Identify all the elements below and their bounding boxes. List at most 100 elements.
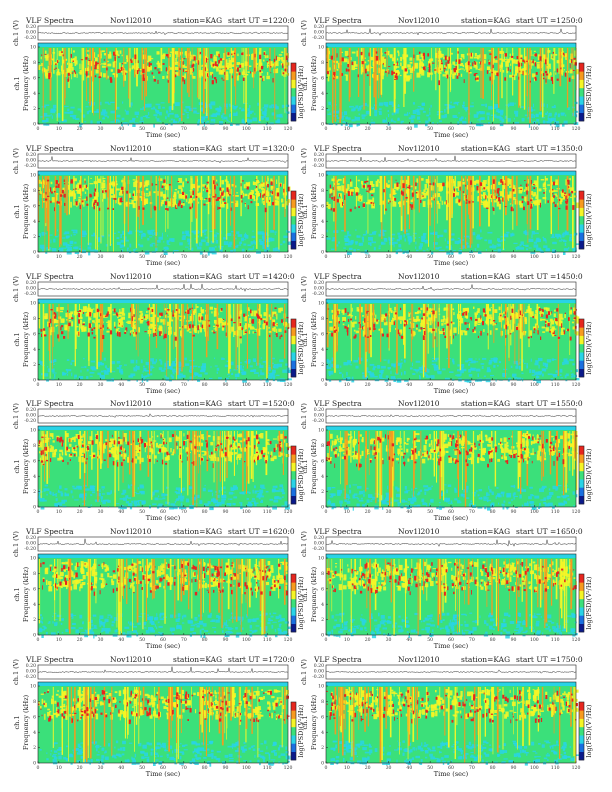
time-tick-label: 70 bbox=[469, 382, 475, 388]
freq-tick-label: 4 bbox=[33, 730, 36, 736]
spectrogram bbox=[38, 171, 292, 256]
freq-tick-label: 6 bbox=[33, 458, 36, 464]
time-xlabel: Time (sec) bbox=[434, 387, 469, 395]
colorbar bbox=[578, 445, 585, 505]
time-tick-label: 10 bbox=[344, 509, 350, 515]
panel-1450-0: VLF Spectra Nov1l2010 station=KAG start UT … bbox=[300, 272, 593, 395]
time-tick-label: 90 bbox=[223, 126, 229, 132]
channel-label: ch.1 bbox=[13, 459, 21, 473]
time-tick-label: 30 bbox=[386, 765, 392, 771]
freq-ylabel: Frequency (kHz) bbox=[22, 55, 30, 111]
freq-tick-label: 4 bbox=[33, 602, 36, 608]
wave-tick-label: -0.20 bbox=[312, 546, 324, 552]
freq-tick-label: 6 bbox=[321, 714, 324, 720]
wave-tick-label: -0.20 bbox=[312, 674, 324, 680]
wave-tick-label: 0.20 bbox=[26, 535, 36, 541]
panel-start: start UT =1450:0 bbox=[516, 272, 583, 281]
freq-tick-label: 4 bbox=[321, 474, 324, 480]
time-tick-label: 10 bbox=[56, 254, 62, 260]
channel-label: ch.1 bbox=[301, 715, 309, 729]
time-tick-label: 80 bbox=[490, 765, 496, 771]
time-tick-label: 50 bbox=[427, 382, 433, 388]
time-tick-label: 70 bbox=[469, 254, 475, 260]
time-tick-label: 0 bbox=[325, 254, 328, 260]
freq-tick-label: 10 bbox=[30, 428, 36, 434]
spectrogram bbox=[326, 43, 580, 128]
time-tick-label: 120 bbox=[284, 382, 293, 388]
spectrogram bbox=[38, 299, 292, 383]
wave-tick-label: -0.20 bbox=[312, 291, 324, 297]
wave-tick-label: -0.20 bbox=[24, 546, 36, 552]
time-tick-label: 70 bbox=[469, 637, 475, 643]
freq-ylabel: Frequency (kHz) bbox=[310, 566, 318, 622]
time-tick-label: 90 bbox=[223, 382, 229, 388]
panel-1620-0: VLF Spectra Nov1l2010 station=KAG start UT … bbox=[12, 527, 305, 650]
wave-tick-label: 0.00 bbox=[314, 30, 324, 36]
time-tick-label: 40 bbox=[118, 509, 124, 515]
wave-ylabel: ch.1 (V) bbox=[12, 403, 20, 429]
wave-tick-label: -0.20 bbox=[24, 291, 36, 297]
time-tick-label: 30 bbox=[386, 254, 392, 260]
panel-start: start UT =1350:0 bbox=[516, 144, 583, 153]
freq-tick-label: 2 bbox=[33, 617, 36, 623]
waveform-trace bbox=[37, 413, 289, 418]
wave-tick-label: 0.00 bbox=[314, 158, 324, 164]
time-tick-label: 100 bbox=[242, 765, 251, 771]
time-tick-label: 20 bbox=[365, 126, 371, 132]
time-tick-label: 40 bbox=[406, 254, 412, 260]
freq-tick-label: 10 bbox=[318, 684, 324, 690]
freq-tick-label: 0 bbox=[321, 378, 324, 384]
freq-tick-label: 0 bbox=[321, 633, 324, 639]
time-tick-label: 30 bbox=[386, 126, 392, 132]
time-xlabel: Time (sec) bbox=[146, 259, 181, 267]
time-tick-label: 10 bbox=[344, 254, 350, 260]
time-tick-label: 70 bbox=[181, 509, 187, 515]
freq-tick-label: 0 bbox=[321, 505, 324, 511]
spectrogram bbox=[38, 43, 290, 128]
freq-tick-label: 4 bbox=[321, 91, 324, 97]
wave-tick-label: 0.00 bbox=[26, 541, 36, 547]
time-xlabel: Time (sec) bbox=[146, 642, 181, 650]
time-tick-label: 70 bbox=[469, 509, 475, 515]
panel-station: station=KAG bbox=[461, 527, 510, 536]
freq-ylabel: Frequency (kHz) bbox=[22, 183, 30, 239]
panel-start: start UT =1320:0 bbox=[228, 144, 295, 153]
time-tick-label: 10 bbox=[344, 382, 350, 388]
time-tick-label: 30 bbox=[98, 254, 104, 260]
colorbar-label: log(PSD)(V²/Hz) bbox=[585, 448, 593, 501]
freq-ylabel: Frequency (kHz) bbox=[310, 183, 318, 239]
wave-tick-label: 0.00 bbox=[314, 541, 324, 547]
panel-title: VLF Spectra bbox=[25, 144, 74, 153]
time-tick-label: 90 bbox=[223, 637, 229, 643]
panel-1720-0: VLF Spectra Nov1l2010 station=KAG start UT … bbox=[12, 655, 305, 778]
time-tick-label: 50 bbox=[139, 765, 145, 771]
time-tick-label: 80 bbox=[202, 509, 208, 515]
time-tick-label: 100 bbox=[530, 637, 539, 643]
time-tick-label: 120 bbox=[284, 637, 293, 643]
colorbar bbox=[290, 701, 297, 761]
time-tick-label: 60 bbox=[448, 637, 454, 643]
time-tick-label: 120 bbox=[572, 382, 581, 388]
time-tick-label: 50 bbox=[427, 765, 433, 771]
time-tick-label: 50 bbox=[427, 509, 433, 515]
freq-tick-label: 4 bbox=[321, 730, 324, 736]
panel-title: VLF Spectra bbox=[25, 655, 74, 664]
wave-tick-label: 0.00 bbox=[26, 158, 36, 164]
freq-tick-label: 8 bbox=[33, 60, 36, 66]
panel-1250-0: VLF Spectra Nov1l2010 station=KAG start UT … bbox=[300, 16, 593, 139]
time-tick-label: 60 bbox=[160, 382, 166, 388]
channel-label: ch.1 bbox=[301, 587, 309, 601]
time-tick-label: 120 bbox=[572, 765, 581, 771]
time-tick-label: 30 bbox=[98, 126, 104, 132]
time-tick-label: 90 bbox=[511, 382, 517, 388]
wave-tick-label: 0.20 bbox=[314, 152, 324, 158]
freq-tick-label: 2 bbox=[321, 617, 324, 623]
waveform-trace bbox=[325, 669, 577, 674]
wave-tick-label: 0.20 bbox=[26, 280, 36, 286]
time-tick-label: 110 bbox=[551, 254, 560, 260]
waveform-trace bbox=[37, 538, 289, 547]
time-tick-label: 110 bbox=[551, 637, 560, 643]
spectrogram bbox=[326, 171, 580, 255]
waveform-trace bbox=[325, 155, 577, 163]
freq-ylabel: Frequency (kHz) bbox=[310, 438, 318, 494]
